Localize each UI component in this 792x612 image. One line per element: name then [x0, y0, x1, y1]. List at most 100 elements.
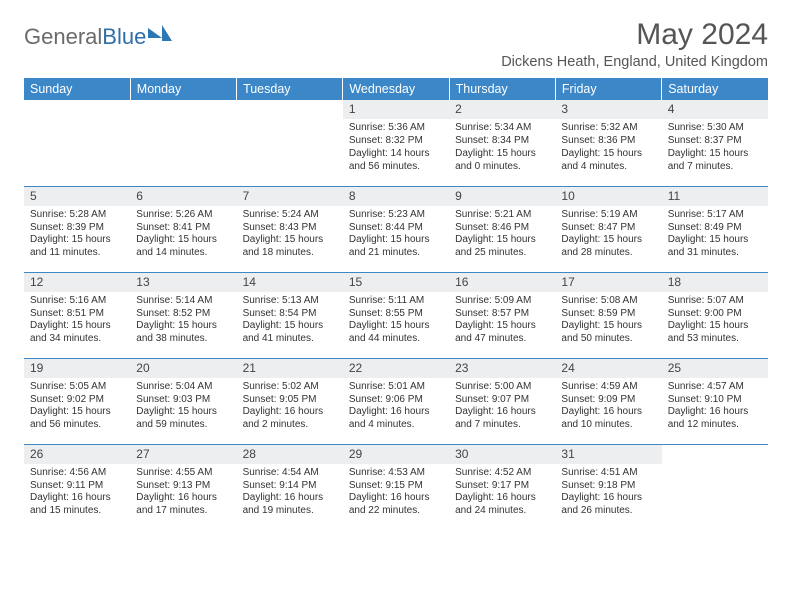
daylight-text: Daylight: 15 hours and 56 minutes.	[30, 406, 124, 432]
calendar-cell: 5Sunrise: 5:28 AMSunset: 8:39 PMDaylight…	[24, 186, 130, 272]
daylight-text: Daylight: 15 hours and 59 minutes.	[136, 406, 230, 432]
day-content: Sunrise: 5:14 AMSunset: 8:52 PMDaylight:…	[130, 295, 236, 350]
sunrise-text: Sunrise: 4:56 AM	[30, 467, 124, 480]
sunrise-text: Sunrise: 4:53 AM	[349, 467, 443, 480]
sunset-text: Sunset: 8:57 PM	[455, 308, 549, 321]
calendar-cell	[130, 100, 236, 186]
sunrise-text: Sunrise: 5:34 AM	[455, 122, 549, 135]
day-content: Sunrise: 5:08 AMSunset: 8:59 PMDaylight:…	[555, 295, 661, 350]
brand-part1: General	[24, 24, 102, 50]
daylight-text: Daylight: 14 hours and 56 minutes.	[349, 148, 443, 174]
sunset-text: Sunset: 8:32 PM	[349, 135, 443, 148]
day-content: Sunrise: 5:34 AMSunset: 8:34 PMDaylight:…	[449, 122, 555, 177]
calendar-cell: 30Sunrise: 4:52 AMSunset: 9:17 PMDayligh…	[449, 444, 555, 530]
calendar-cell: 15Sunrise: 5:11 AMSunset: 8:55 PMDayligh…	[343, 272, 449, 358]
day-number: 18	[662, 273, 768, 292]
calendar-cell: 8Sunrise: 5:23 AMSunset: 8:44 PMDaylight…	[343, 186, 449, 272]
daylight-text: Daylight: 15 hours and 7 minutes.	[668, 148, 762, 174]
sunrise-text: Sunrise: 5:05 AM	[30, 381, 124, 394]
month-title: May 2024	[501, 18, 768, 52]
day-header-row: SundayMondayTuesdayWednesdayThursdayFrid…	[24, 78, 768, 100]
calendar-cell	[24, 100, 130, 186]
calendar-page: GeneralBlue May 2024 Dickens Heath, Engl…	[0, 0, 792, 530]
day-content: Sunrise: 5:24 AMSunset: 8:43 PMDaylight:…	[237, 209, 343, 264]
daylight-text: Daylight: 15 hours and 41 minutes.	[243, 320, 337, 346]
day-content: Sunrise: 5:11 AMSunset: 8:55 PMDaylight:…	[343, 295, 449, 350]
daylight-text: Daylight: 15 hours and 28 minutes.	[561, 234, 655, 260]
calendar-table: SundayMondayTuesdayWednesdayThursdayFrid…	[24, 78, 768, 530]
calendar-cell: 18Sunrise: 5:07 AMSunset: 9:00 PMDayligh…	[662, 272, 768, 358]
sunrise-text: Sunrise: 5:04 AM	[136, 381, 230, 394]
day-number: 30	[449, 445, 555, 464]
day-content: Sunrise: 5:26 AMSunset: 8:41 PMDaylight:…	[130, 209, 236, 264]
sunset-text: Sunset: 9:02 PM	[30, 394, 124, 407]
sunrise-text: Sunrise: 5:07 AM	[668, 295, 762, 308]
day-number: 14	[237, 273, 343, 292]
sunset-text: Sunset: 9:10 PM	[668, 394, 762, 407]
daylight-text: Daylight: 16 hours and 19 minutes.	[243, 492, 337, 518]
day-content: Sunrise: 5:02 AMSunset: 9:05 PMDaylight:…	[237, 381, 343, 436]
day-header: Friday	[555, 78, 661, 100]
day-content: Sunrise: 4:55 AMSunset: 9:13 PMDaylight:…	[130, 467, 236, 522]
calendar-cell: 23Sunrise: 5:00 AMSunset: 9:07 PMDayligh…	[449, 358, 555, 444]
day-content: Sunrise: 5:28 AMSunset: 8:39 PMDaylight:…	[24, 209, 130, 264]
sunrise-text: Sunrise: 5:14 AM	[136, 295, 230, 308]
day-content: Sunrise: 5:23 AMSunset: 8:44 PMDaylight:…	[343, 209, 449, 264]
sunset-text: Sunset: 8:44 PM	[349, 222, 443, 235]
daylight-text: Daylight: 15 hours and 31 minutes.	[668, 234, 762, 260]
calendar-cell: 19 Sunrise: 5:05 AMSunset: 9:02 PMDayligh…	[24, 358, 130, 444]
day-number: 9	[449, 187, 555, 206]
day-content: Sunrise: 5:32 AMSunset: 8:36 PMDaylight:…	[555, 122, 661, 177]
calendar-head: SundayMondayTuesdayWednesdayThursdayFrid…	[24, 78, 768, 100]
day-number: 11	[662, 187, 768, 206]
day-content: Sunrise: 5:19 AMSunset: 8:47 PMDaylight:…	[555, 209, 661, 264]
sunrise-text: Sunrise: 4:55 AM	[136, 467, 230, 480]
calendar-row: 1Sunrise: 5:36 AMSunset: 8:32 PMDaylight…	[24, 100, 768, 186]
calendar-cell: 1 Sunrise: 5:36 AMSunset: 8:32 PMDaylight…	[343, 100, 449, 186]
sunset-text: Sunset: 9:06 PM	[349, 394, 443, 407]
sunset-text: Sunset: 8:47 PM	[561, 222, 655, 235]
sunrise-text: Sunrise: 4:54 AM	[243, 467, 337, 480]
calendar-cell: 22Sunrise: 5:01 AMSunset: 9:06 PMDayligh…	[343, 358, 449, 444]
sunset-text: Sunset: 8:52 PM	[136, 308, 230, 321]
sunrise-text: Sunrise: 5:21 AM	[455, 209, 549, 222]
day-number: 25	[662, 359, 768, 378]
daylight-text: Daylight: 15 hours and 34 minutes.	[30, 320, 124, 346]
sunrise-text: Sunrise: 5:08 AM	[561, 295, 655, 308]
daylight-text: Daylight: 15 hours and 0 minutes.	[455, 148, 549, 174]
day-number	[237, 100, 343, 119]
day-number: 22	[343, 359, 449, 378]
day-header: Wednesday	[343, 78, 449, 100]
day-content: Sunrise: 5:21 AMSunset: 8:46 PMDaylight:…	[449, 209, 555, 264]
sunrise-text: Sunrise: 5:01 AM	[349, 381, 443, 394]
sunrise-text: Sunrise: 5:28 AM	[30, 209, 124, 222]
day-number: 1	[343, 100, 449, 119]
daylight-text: Daylight: 15 hours and 21 minutes.	[349, 234, 443, 260]
day-number: 4	[662, 100, 768, 119]
day-number: 7	[237, 187, 343, 206]
sunrise-text: Sunrise: 5:32 AM	[561, 122, 655, 135]
day-content: Sunrise: 4:59 AMSunset: 9:09 PMDaylight:…	[555, 381, 661, 436]
sunset-text: Sunset: 8:59 PM	[561, 308, 655, 321]
day-number: 10	[555, 187, 661, 206]
sunrise-text: Sunrise: 5:36 AM	[349, 122, 443, 135]
sunset-text: Sunset: 8:41 PM	[136, 222, 230, 235]
day-content: Sunrise: 5:05 AMSunset: 9:02 PMDaylight:…	[24, 381, 130, 436]
day-content: Sunrise: 4:56 AMSunset: 9:11 PMDaylight:…	[24, 467, 130, 522]
calendar-cell: 11Sunrise: 5:17 AMSunset: 8:49 PMDayligh…	[662, 186, 768, 272]
sunset-text: Sunset: 9:03 PM	[136, 394, 230, 407]
calendar-cell: 3Sunrise: 5:32 AMSunset: 8:36 PMDaylight…	[555, 100, 661, 186]
sunrise-text: Sunrise: 5:26 AM	[136, 209, 230, 222]
sunset-text: Sunset: 9:14 PM	[243, 480, 337, 493]
sunrise-text: Sunrise: 5:00 AM	[455, 381, 549, 394]
sunset-text: Sunset: 8:51 PM	[30, 308, 124, 321]
calendar-cell: 20Sunrise: 5:04 AMSunset: 9:03 PMDayligh…	[130, 358, 236, 444]
sunrise-text: Sunrise: 5:13 AM	[243, 295, 337, 308]
day-content: Sunrise: 5:16 AMSunset: 8:51 PMDaylight:…	[24, 295, 130, 350]
day-number: 12	[24, 273, 130, 292]
sunset-text: Sunset: 8:36 PM	[561, 135, 655, 148]
calendar-row: 5Sunrise: 5:28 AMSunset: 8:39 PMDaylight…	[24, 186, 768, 272]
day-number: 19	[24, 359, 130, 378]
day-content: Sunrise: 4:53 AMSunset: 9:15 PMDaylight:…	[343, 467, 449, 522]
daylight-text: Daylight: 16 hours and 17 minutes.	[136, 492, 230, 518]
